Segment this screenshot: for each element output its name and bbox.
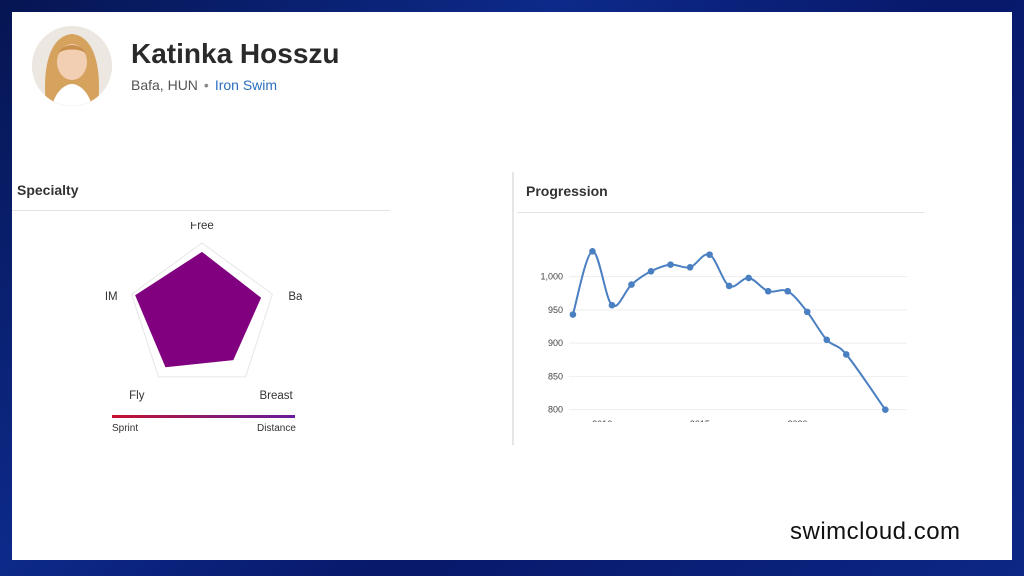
specialty-radar-chart: Free Back Breast Fly IM — [105, 222, 302, 402]
x-tick-label-2020: 2020 — [787, 419, 807, 422]
specialty-legend-bar — [112, 415, 295, 418]
data-point-9 — [745, 274, 752, 282]
site-watermark: swimcloud.com — [790, 518, 961, 545]
progression-points — [569, 248, 889, 413]
progression-x-ticks: 2010 2015 2020 — [592, 419, 807, 422]
avatar-photo — [32, 26, 112, 106]
radar-axis-label-im: IM — [105, 291, 118, 303]
y-tick-label-800: 800 — [548, 405, 563, 415]
progression-title: Progression — [526, 183, 608, 199]
data-point-11 — [784, 287, 791, 295]
progression-y-ticks: 800 850 900 950 1,000 — [540, 272, 563, 415]
panel-divider — [512, 172, 514, 445]
data-point-10 — [764, 287, 772, 295]
data-point-13 — [823, 336, 831, 344]
y-tick-label-900: 900 — [548, 338, 563, 348]
data-point-0 — [569, 311, 577, 318]
data-point-2 — [608, 301, 616, 309]
athlete-meta: Bafa, HUN • Iron Swim — [131, 77, 277, 93]
y-tick-label-1000: 1,000 — [540, 272, 563, 282]
data-point-4 — [647, 267, 655, 275]
data-point-14 — [842, 351, 850, 358]
data-point-7 — [706, 251, 713, 258]
radar-labels: Free Back Breast Fly IM — [105, 222, 302, 402]
data-point-12 — [803, 308, 811, 316]
radar-axis-label-free: Free — [190, 222, 214, 232]
meta-separator: • — [203, 77, 209, 93]
data-point-6 — [686, 263, 694, 271]
specialty-divider — [12, 210, 390, 211]
data-point-8 — [725, 282, 733, 290]
x-tick-label-2015: 2015 — [690, 419, 710, 422]
radar-axis-label-breast: Breast — [259, 390, 293, 402]
x-tick-label-2010: 2010 — [592, 419, 612, 422]
radar-grid — [131, 242, 273, 378]
radar-outline — [131, 242, 273, 378]
team-link[interactable]: Iron Swim — [214, 77, 278, 93]
radar-shape — [135, 251, 262, 368]
athlete-location: Bafa, HUN — [131, 77, 198, 93]
radar-axis-label-fly: Fly — [129, 390, 145, 402]
legend-distance: Distance — [257, 423, 296, 434]
legend-sprint: Sprint — [112, 423, 139, 434]
y-tick-label-850: 850 — [548, 371, 563, 381]
progression-line — [571, 250, 887, 411]
progression-grid — [569, 276, 907, 411]
avatar — [32, 26, 112, 106]
data-point-15 — [882, 406, 889, 413]
athlete-name: Katinka Hosszu — [131, 38, 340, 69]
specialty-title: Specialty — [17, 182, 79, 198]
y-tick-label-950: 950 — [548, 305, 563, 315]
progression-line-chart: 2010 2015 2020 800 850 900 950 1,000 — [540, 248, 907, 422]
radar-axis-label-back: Back — [288, 291, 302, 303]
progression-divider — [517, 212, 924, 213]
data-point-1 — [589, 248, 596, 255]
profile-card: Katinka Hosszu Bafa, HUN • Iron Swim Speci… — [12, 12, 1012, 560]
data-point-5 — [667, 261, 674, 268]
data-point-3 — [628, 281, 635, 288]
